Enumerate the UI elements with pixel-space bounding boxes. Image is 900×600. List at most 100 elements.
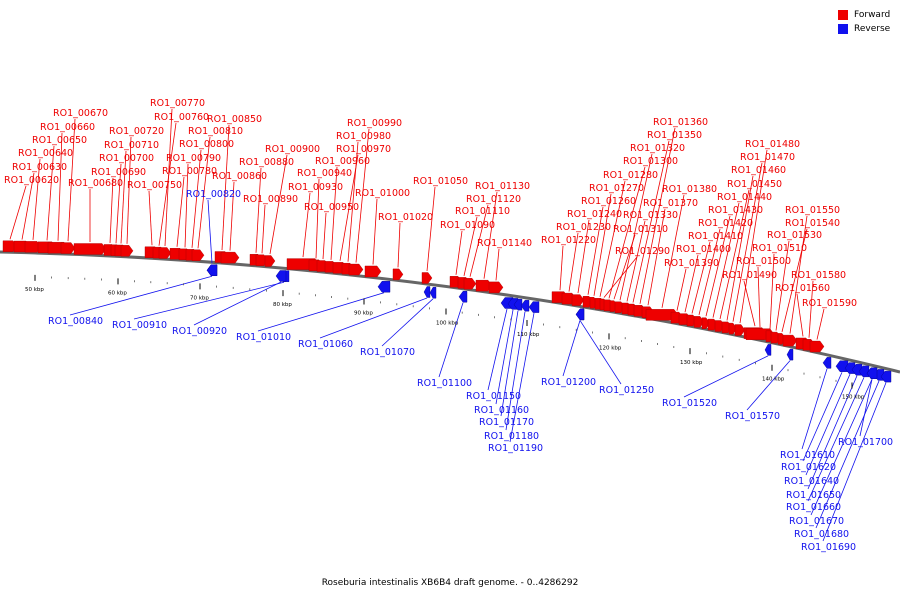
reverse-gene-block xyxy=(275,270,287,282)
forward-gene-label: RO1_00800 xyxy=(179,139,234,150)
reverse-gene-label: RO1_01010 xyxy=(236,332,291,343)
forward-leader xyxy=(647,208,666,306)
forward-leader xyxy=(32,158,41,240)
forward-leader xyxy=(397,222,401,268)
reverse-gene-label: RO1_00920 xyxy=(172,326,227,337)
forward-gene-label: RO1_01350 xyxy=(647,130,702,141)
reverse-gene-label: RO1_01170 xyxy=(479,417,534,428)
forward-leader xyxy=(176,176,185,247)
reverse-leader xyxy=(133,281,285,320)
reverse-gene-label: RO1_01070 xyxy=(360,347,415,358)
forward-leader xyxy=(322,212,327,260)
reverse-leader xyxy=(815,380,880,529)
reverse-leader xyxy=(805,373,851,476)
forward-gene-block xyxy=(571,294,585,306)
reverse-leader xyxy=(207,199,213,264)
reverse-gene-label: RO1_01610 xyxy=(780,450,835,461)
forward-gene-label: RO1_00850 xyxy=(207,114,262,125)
forward-leader xyxy=(339,154,359,261)
legend-forward-label: Forward xyxy=(854,10,891,20)
forward-gene-label: RO1_00890 xyxy=(243,194,298,205)
reverse-leader xyxy=(509,312,535,443)
tick-label: 150 kbp xyxy=(842,395,865,401)
tick-label: 90 kbp xyxy=(354,310,373,316)
forward-leader xyxy=(626,220,646,302)
reverse-gene-label: RO1_01680 xyxy=(794,529,849,540)
forward-gene-label: RO1_01530 xyxy=(767,230,822,241)
forward-gene-label: RO1_01470 xyxy=(740,152,795,163)
reverse-gene-label: RO1_01200 xyxy=(541,377,596,388)
forward-gene-label: RO1_00640 xyxy=(18,148,73,159)
legend-reverse: Reverse xyxy=(838,22,890,36)
forward-leader xyxy=(676,268,687,311)
forward-leader xyxy=(726,175,754,321)
reverse-gene-block xyxy=(513,298,523,311)
forward-leader xyxy=(261,204,266,254)
forward-leader xyxy=(455,230,463,275)
forward-gene-label: RO1_00960 xyxy=(315,156,370,167)
reverse-gene-label: RO1_00820 xyxy=(186,189,241,200)
reverse-leader xyxy=(500,310,519,417)
forward-gene-block xyxy=(488,281,504,294)
forward-gene-label: RO1_00790 xyxy=(166,153,221,164)
reverse-gene-label: RO1_01670 xyxy=(789,516,844,527)
forward-gene-label: RO1_00770 xyxy=(150,98,205,109)
reverse-leader xyxy=(683,355,769,398)
forward-leader xyxy=(632,140,670,303)
forward-gene-label: RO1_00650 xyxy=(32,135,87,146)
forward-gene-block xyxy=(264,255,276,267)
forward-gene-label: RO1_01050 xyxy=(413,176,468,187)
forward-gene-label: RO1_01540 xyxy=(785,218,840,229)
forward-gene-label: RO1_01090 xyxy=(440,220,495,231)
label-leaders xyxy=(9,108,887,542)
forward-gene-label: RO1_01460 xyxy=(731,165,786,176)
forward-leader xyxy=(221,124,230,251)
forward-gene-label: RO1_00710 xyxy=(104,140,159,151)
forward-leader xyxy=(229,181,235,251)
reverse-gene-block xyxy=(866,367,878,379)
forward-gene-label: RO1_00700 xyxy=(99,153,154,164)
reverse-leader xyxy=(746,360,791,411)
reverse-gene-block xyxy=(377,281,391,293)
forward-leader xyxy=(158,122,177,246)
reverse-gene-label: RO1_01570 xyxy=(725,411,780,422)
forward-leader xyxy=(57,132,63,241)
forward-gene-label: RO1_01130 xyxy=(475,181,530,192)
forward-leader xyxy=(732,162,763,322)
forward-gene-label: RO1_00630 xyxy=(12,162,67,173)
reverse-gene-label: RO1_01620 xyxy=(781,462,836,473)
legend-forward: Forward xyxy=(838,8,890,22)
forward-leader xyxy=(757,266,761,328)
reverse-gene-label: RO1_01100 xyxy=(417,378,472,389)
tick-label: 130 kbp xyxy=(680,360,703,366)
forward-gene-label: RO1_01120 xyxy=(466,194,521,205)
forward-leader xyxy=(691,241,711,314)
reverse-gene-block xyxy=(880,370,892,383)
forward-leader xyxy=(148,190,153,246)
forward-gene-label: RO1_01360 xyxy=(653,117,708,128)
forward-leader xyxy=(639,127,676,304)
reverse-leader xyxy=(505,311,526,431)
forward-leader xyxy=(463,216,478,276)
forward-gene-label: RO1_01550 xyxy=(785,205,840,216)
reverse-leader xyxy=(495,309,514,405)
reverse-gene-label: RO1_01700 xyxy=(838,437,893,448)
forward-gene-block xyxy=(73,243,107,255)
forward-leader xyxy=(191,149,202,248)
forward-leader xyxy=(719,189,750,320)
forward-leader xyxy=(347,141,359,262)
forward-leader xyxy=(698,228,721,315)
reverse-leader xyxy=(257,292,385,332)
forward-gene-label: RO1_01490 xyxy=(722,270,777,281)
forward-gene-label: RO1_01450 xyxy=(727,179,782,190)
forward-gene-block xyxy=(392,268,404,281)
forward-gene-label: RO1_00860 xyxy=(212,171,267,182)
reverse-swatch xyxy=(838,24,848,34)
reverse-leader xyxy=(810,379,873,516)
forward-leader xyxy=(559,245,564,291)
reverse-gene-block xyxy=(528,301,540,313)
forward-gene-label: RO1_01300 xyxy=(623,156,678,167)
forward-gene-label: RO1_01260 xyxy=(581,196,636,207)
reverse-leader xyxy=(859,379,873,437)
